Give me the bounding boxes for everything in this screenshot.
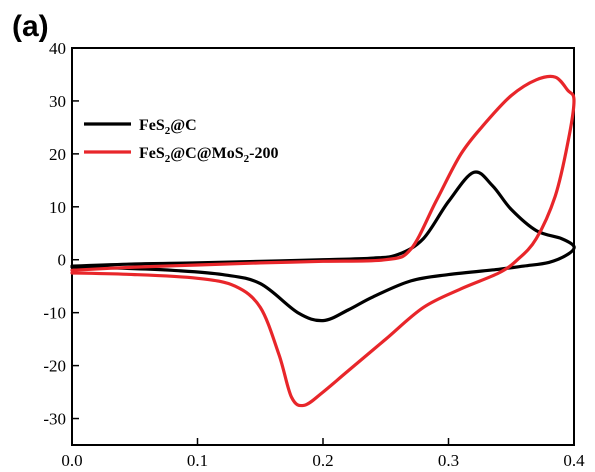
x-tick-label: 0.2 xyxy=(312,451,333,470)
x-tick-label: 0.1 xyxy=(187,451,208,470)
legend: FeS2@C FeS2@C@MoS2-200 xyxy=(84,117,278,165)
y-tick-label: 20 xyxy=(49,145,66,164)
series-line-2 xyxy=(70,74,576,408)
legend-label-2: FeS2@C@MoS2-200 xyxy=(139,145,278,165)
y-tick-label: -10 xyxy=(43,304,66,323)
y-tick-label: 40 xyxy=(49,39,66,58)
y-tick-label: 10 xyxy=(49,198,66,217)
x-tick-label: 0.0 xyxy=(61,451,82,470)
panel-label: (a) xyxy=(12,10,49,43)
x-tick-label: 0.3 xyxy=(438,451,459,470)
series-layer xyxy=(70,74,576,408)
y-tick-label: 30 xyxy=(49,92,66,111)
axis-ticks: 0.0 0.1 0.2 0.3 0.4 40 30 20 10 0 -10 -20 -30 xyxy=(43,39,585,470)
y-tick-label: -20 xyxy=(43,357,66,376)
x-tick-label: 0.4 xyxy=(563,451,585,470)
y-tick-label: -30 xyxy=(43,410,66,429)
series-line-1 xyxy=(70,170,576,323)
legend-label-1: FeS2@C xyxy=(139,117,197,137)
y-tick-label: 0 xyxy=(58,251,67,270)
